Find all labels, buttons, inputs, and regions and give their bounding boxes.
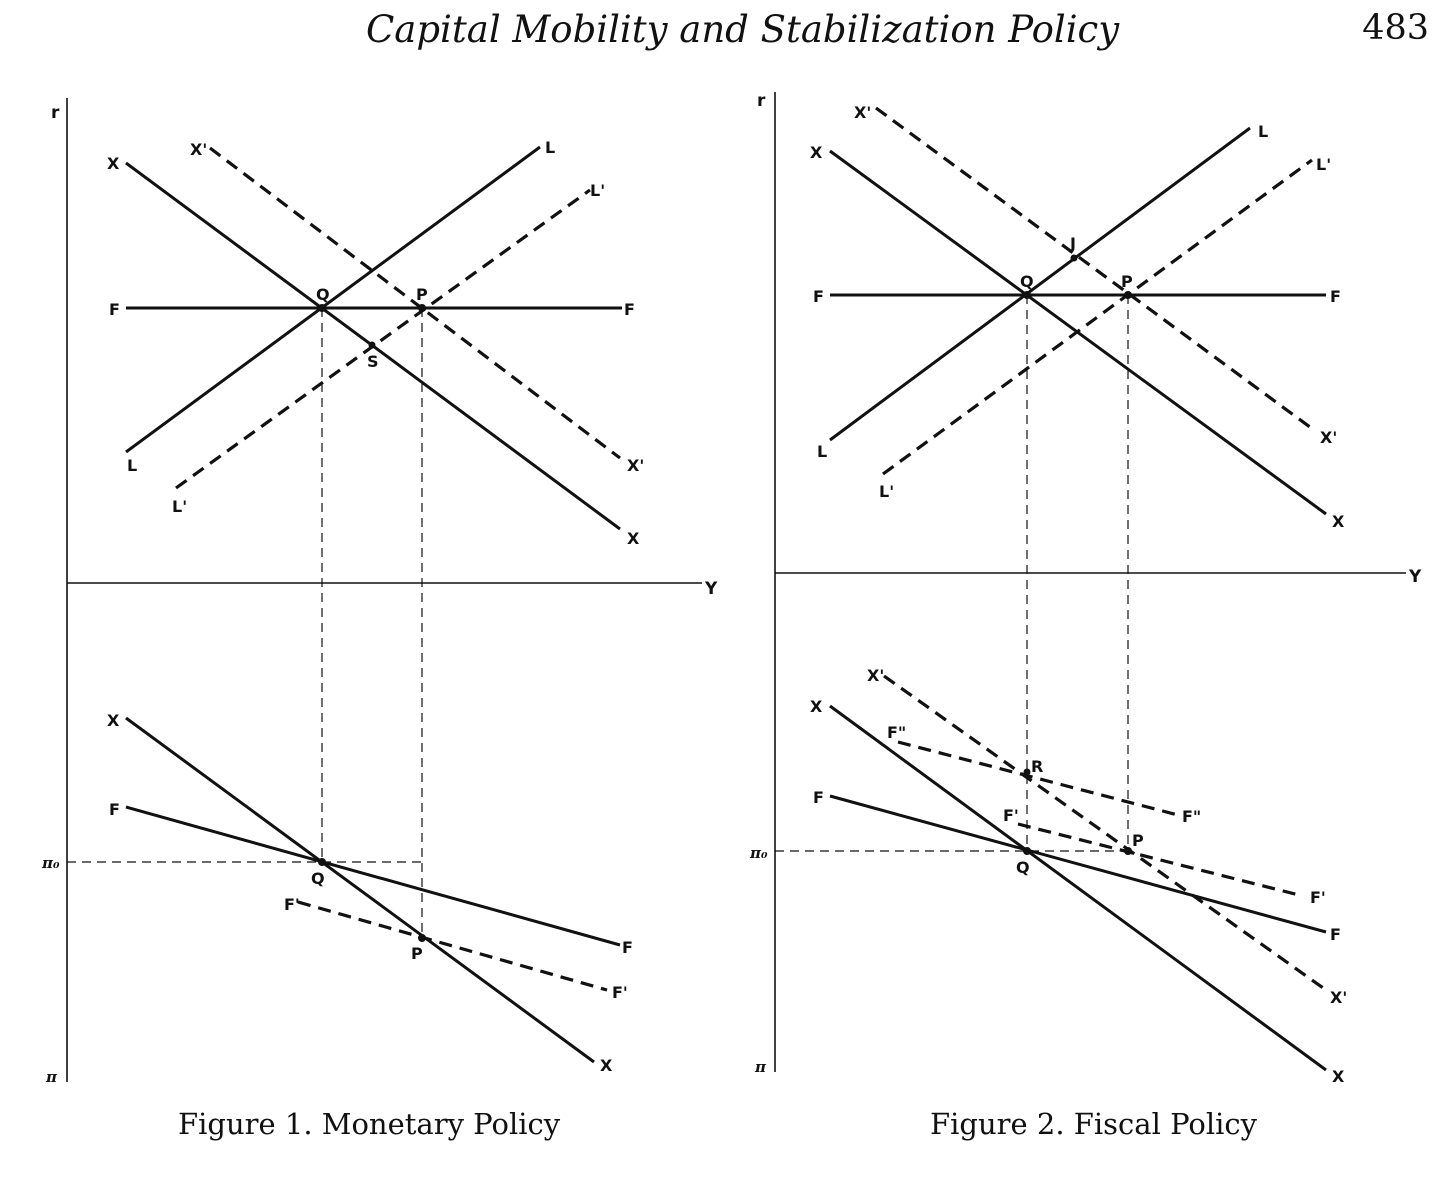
fig2-label-fp-lower-left: F' xyxy=(1003,806,1019,825)
fig2-point-q-lower xyxy=(1023,847,1031,855)
fig1-x-curve-lower xyxy=(125,716,595,1064)
fig2-x-prime-curve xyxy=(875,106,1315,432)
fig1-r-label: r xyxy=(51,103,60,123)
fig2-point-j xyxy=(1070,254,1078,262)
fig2-label-fpp-lower-right: F" xyxy=(1182,807,1201,826)
fig2-pi-label: π xyxy=(754,1058,767,1076)
fig1-l-prime-curve xyxy=(175,188,591,490)
fig2-label-r: R xyxy=(1031,757,1043,776)
fig2-label-xp-top: X' xyxy=(854,103,871,122)
fig2-label-fpp-lower-left: F" xyxy=(887,723,906,742)
fig2-label-fp-lower-right: F' xyxy=(1310,888,1326,907)
fig2-label-x-bottom: X xyxy=(1332,512,1345,531)
fig2-label-f-lower-left: F xyxy=(813,788,824,807)
fig1-pi0-label: π₀ xyxy=(41,854,60,872)
fig2-label-f-right: F xyxy=(1330,287,1341,306)
figure-1: r Y π π₀ X X' L L' F F L L' X' X Q P S xyxy=(41,98,718,1086)
page-number: 483 xyxy=(1362,8,1429,48)
fig1-label-x-top: X xyxy=(107,154,120,173)
fig2-label-j: J xyxy=(1069,234,1076,253)
fig2-label-lp-top: L' xyxy=(1316,155,1331,174)
fig1-label-p-lower: P xyxy=(411,944,423,963)
figure-2-caption: Figure 2. Fiscal Policy xyxy=(930,1107,1258,1141)
fig2-label-xp-lower-left: X' xyxy=(867,666,884,685)
fig2-label-x-lower-right: X xyxy=(1332,1067,1345,1086)
fig2-label-lp-bottom: L' xyxy=(879,482,894,501)
fig2-pi0-label: π₀ xyxy=(749,844,768,862)
fig2-label-q-top: Q xyxy=(1020,272,1034,291)
fig1-label-lp-bottom: L' xyxy=(172,497,187,516)
fig1-label-q-top: Q xyxy=(316,285,330,304)
fig2-label-p-lower: P xyxy=(1132,831,1144,850)
fig2-label-l-bottom: L xyxy=(817,442,827,461)
running-title: Capital Mobility and Stabilization Polic… xyxy=(366,8,1120,51)
fig2-r-label: r xyxy=(757,91,766,111)
fig1-f-prime-curve-lower xyxy=(297,900,608,992)
fig1-label-fp-lower-right: F' xyxy=(612,983,628,1002)
fig1-label-fp-lower-left: F' xyxy=(284,895,300,914)
fig2-point-r xyxy=(1023,768,1031,776)
fig1-l-curve xyxy=(125,145,541,454)
figure-1-caption: Figure 1. Monetary Policy xyxy=(178,1107,561,1141)
fig1-point-s xyxy=(368,341,376,349)
fig1-label-l-bottom: L xyxy=(127,456,137,475)
fig2-l-curve xyxy=(829,126,1251,442)
fig1-label-x-lower-left: X xyxy=(107,711,120,730)
fig2-f-double-prime-curve xyxy=(897,740,1179,817)
fig1-y-label: Y xyxy=(704,579,718,599)
fig2-y-label: Y xyxy=(1408,567,1422,587)
fig2-x-prime-curve-lower xyxy=(883,674,1327,992)
fig1-label-f-right: F xyxy=(624,300,635,319)
fig1-label-q-lower: Q xyxy=(311,869,325,888)
fig1-label-f-left: F xyxy=(109,300,120,319)
fig2-label-f-lower-right: F xyxy=(1330,925,1341,944)
fig2-x-curve-lower xyxy=(829,704,1327,1072)
fig1-label-xp-top: X' xyxy=(190,140,207,159)
fig1-label-lp-top: L' xyxy=(590,181,605,200)
fig1-label-x-bottom: X xyxy=(627,529,640,548)
fig2-label-x-top: X xyxy=(810,143,823,162)
running-head: Capital Mobility and Stabilization Polic… xyxy=(0,8,1453,68)
fig1-x-prime-curve xyxy=(209,146,621,460)
fig2-label-p-top: P xyxy=(1121,272,1133,291)
fig1-label-s: S xyxy=(367,352,379,371)
fig1-label-f-lower-left: F xyxy=(109,800,120,819)
fig2-f-curve-lower xyxy=(829,794,1327,934)
fig2-f-prime-curve-lower xyxy=(1017,822,1304,898)
fig2-label-x-lower-left: X xyxy=(810,697,823,716)
fig1-label-xp-bottom: X' xyxy=(627,456,644,475)
fig2-point-p-lower xyxy=(1124,847,1132,855)
fig2-label-xp-lower-right: X' xyxy=(1330,988,1347,1007)
fig2-label-f-left: F xyxy=(813,287,824,306)
fig1-label-p-top: P xyxy=(416,285,428,304)
fig2-l-prime-curve xyxy=(882,158,1313,476)
fig1-pi-label: π xyxy=(45,1068,58,1086)
fig2-label-l-top: L xyxy=(1258,122,1268,141)
fig1-f-curve-lower xyxy=(125,805,621,947)
fig2-label-q-lower: Q xyxy=(1016,858,1030,877)
fig1-point-p-lower xyxy=(418,934,426,942)
fig1-label-x-lower-right: X xyxy=(600,1056,613,1075)
fig2-label-xp-bottom: X' xyxy=(1320,428,1337,447)
figure-2: r Y π π₀ X X' L L' F F L L' X' X Q P J xyxy=(749,91,1422,1086)
fig1-point-q-lower xyxy=(318,858,326,866)
fig1-label-l-top: L xyxy=(545,138,555,157)
fig1-label-f-lower-right: F xyxy=(622,938,633,957)
